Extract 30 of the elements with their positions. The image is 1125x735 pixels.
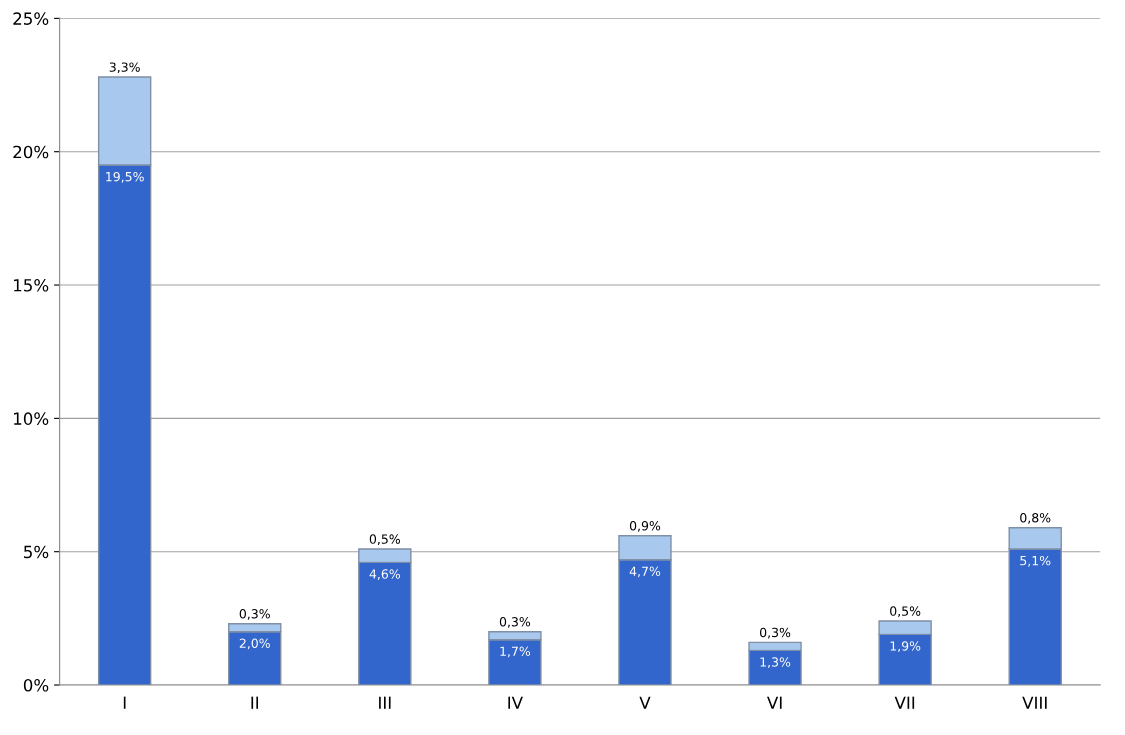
data-label: 0,9% [629,521,661,532]
y-tick-label: 15% [13,279,49,292]
data-label: 5,1% [1020,555,1051,567]
x-tick-label: III [379,696,391,709]
x-tick-label: V [639,696,651,709]
data-label: 4,6% [369,569,401,580]
x-tick-label: VIII [1022,696,1047,709]
y-tick-label: 20% [13,145,49,159]
x-tick-label: VI [767,696,782,709]
data-label: 0,3% [499,617,531,628]
data-label: 0,3% [760,627,791,639]
data-label: 3,3% [109,62,140,74]
data-label: 19,5% [106,171,144,183]
data-label: 2,0% [239,638,270,650]
y-tick-label: 5% [24,545,49,559]
x-tick-label: I [123,696,126,709]
data-label: 0,3% [239,609,270,620]
y-tick-label: 10% [13,412,49,425]
x-tick-label: VII [894,696,915,709]
data-label: 0,8% [1020,513,1051,524]
y-tick-label: 25% [13,12,49,25]
data-label: 1,7% [500,646,531,658]
x-tick-label: IV [508,696,523,709]
y-tick-label: 0% [23,678,49,692]
data-label: 1,3% [760,657,791,668]
data-label: 1,9% [890,641,921,652]
data-label: 0,5% [369,534,401,546]
data-label: 4,7% [629,566,661,578]
data-label: 0,5% [890,606,921,618]
x-tick-label: II [251,696,259,709]
